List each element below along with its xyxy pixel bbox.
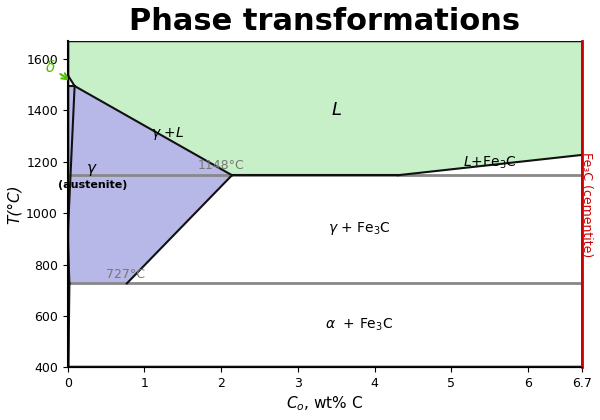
Text: $\gamma$: $\gamma$	[86, 162, 98, 178]
Text: $L$+Fe$_3$C: $L$+Fe$_3$C	[463, 155, 517, 171]
Text: $\delta$: $\delta$	[44, 59, 68, 79]
Text: 727°C: 727°C	[106, 268, 145, 281]
Text: (austenite): (austenite)	[58, 180, 127, 190]
Text: $\gamma$ + Fe$_3$C: $\gamma$ + Fe$_3$C	[328, 220, 391, 237]
Text: $\gamma$ +$L$: $\gamma$ +$L$	[151, 125, 184, 142]
Polygon shape	[68, 236, 70, 368]
X-axis label: $C_o$, wt% C: $C_o$, wt% C	[286, 394, 363, 413]
Polygon shape	[68, 41, 582, 175]
Title: Phase transformations: Phase transformations	[129, 7, 520, 36]
Y-axis label: T(°C): T(°C)	[7, 184, 22, 224]
Text: 1148°C: 1148°C	[198, 159, 245, 172]
Text: $L$: $L$	[331, 102, 342, 119]
Text: $\alpha$  + Fe$_3$C: $\alpha$ + Fe$_3$C	[325, 317, 394, 333]
Y-axis label: Fe₃C (cementite): Fe₃C (cementite)	[580, 152, 593, 257]
Polygon shape	[68, 86, 232, 284]
